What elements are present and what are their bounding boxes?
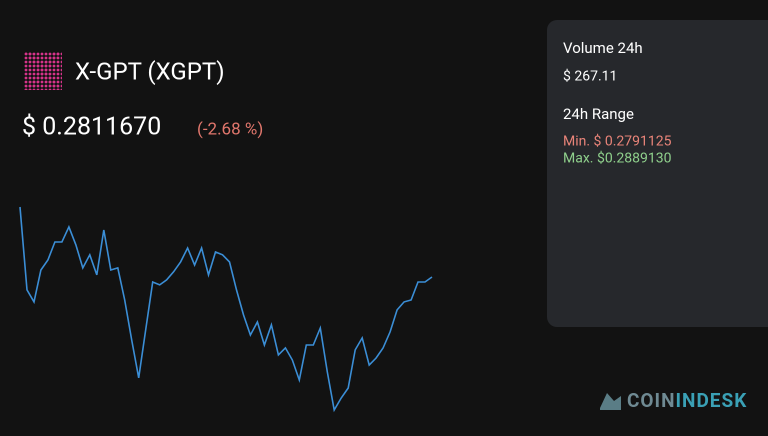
logo-part: COIN [627,389,676,412]
volume-value: $ 267.11 [563,68,617,85]
price-change: (-2.68 %) [197,119,263,139]
logo-part: INDESK [676,389,748,412]
coin-title: X-GPT (XGPT) [75,57,225,85]
range-label: 24h Range [563,105,634,123]
range-min: Min. $ 0.2791125 [563,133,672,150]
volume-label: Volume 24h [563,39,643,57]
range-max: Max. $0.2889130 [563,150,672,167]
logo-text: COININDESK [627,389,747,412]
price: $ 0.2811670 [22,113,161,142]
sparkline-chart [19,206,433,413]
price-line [19,206,433,413]
logo: COININDESK [600,389,747,412]
stats-panel [547,20,768,327]
logo-icon [600,393,621,410]
